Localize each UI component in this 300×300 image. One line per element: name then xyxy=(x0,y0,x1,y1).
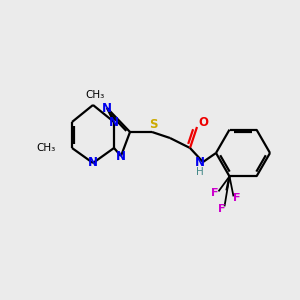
Text: N: N xyxy=(88,157,98,169)
Text: H: H xyxy=(196,167,204,177)
Text: N: N xyxy=(109,116,119,128)
Text: CH₃: CH₃ xyxy=(85,90,105,100)
Text: F: F xyxy=(233,194,240,203)
Text: F: F xyxy=(218,204,225,214)
Text: O: O xyxy=(198,116,208,130)
Text: N: N xyxy=(116,149,126,163)
Text: N: N xyxy=(102,101,112,115)
Text: N: N xyxy=(195,157,205,169)
Text: CH₃: CH₃ xyxy=(37,143,56,153)
Text: S: S xyxy=(149,118,157,130)
Text: F: F xyxy=(211,188,218,198)
